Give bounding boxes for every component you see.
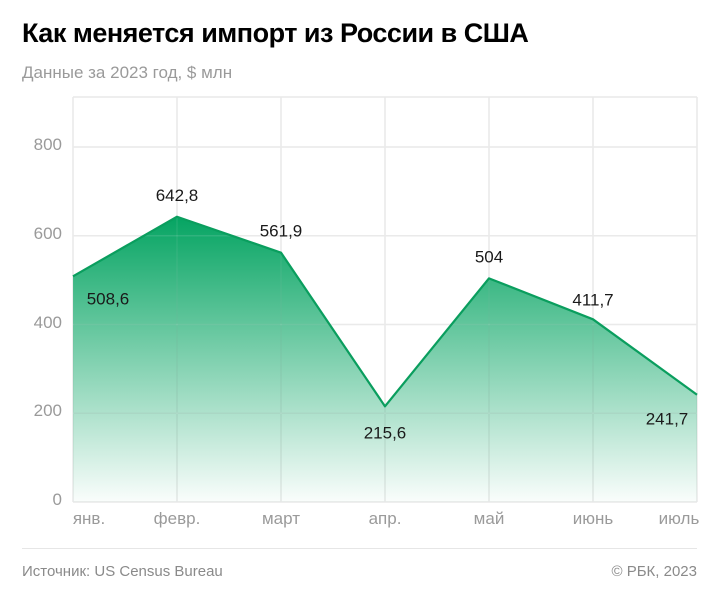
data-label: 508,6	[87, 289, 130, 308]
x-tick-label: май	[473, 509, 505, 528]
footer-divider	[22, 548, 697, 549]
data-label: 504	[475, 247, 503, 266]
copyright: © РБК, 2023	[611, 563, 697, 580]
data-label: 411,7	[572, 290, 613, 309]
y-tick-label: 800	[33, 135, 62, 154]
chart-title: Как меняется импорт из России в США	[22, 18, 529, 48]
x-tick-label: янв.	[72, 509, 106, 528]
x-tick-label: март	[261, 509, 301, 528]
chart-subtitle: Данные за 2023 год, $ млн	[22, 63, 233, 82]
x-tick-label: июнь	[572, 509, 614, 528]
area-fill	[73, 216, 697, 502]
y-tick-label: 400	[33, 312, 62, 332]
x-tick-label: февр.	[153, 509, 201, 528]
grid-lines-overlay	[72, 97, 698, 502]
x-tick-label: апр.	[368, 509, 402, 528]
x-tick-label: июль	[658, 509, 700, 528]
data-label: 642,8	[156, 186, 199, 205]
data-label: 561,9	[260, 222, 303, 241]
source-note: Источник: US Census Bureau	[22, 563, 223, 580]
data-label: 215,6	[364, 423, 407, 442]
y-tick-label: 200	[33, 401, 62, 421]
y-tick-label: 600	[33, 223, 62, 243]
data-label: 241,7	[646, 410, 689, 429]
data-labels: 508,6 642,8 561,9 215,6 504 411,7 241,7	[87, 186, 689, 443]
data-line	[72, 215, 698, 408]
y-tick-label: 0	[52, 490, 62, 509]
